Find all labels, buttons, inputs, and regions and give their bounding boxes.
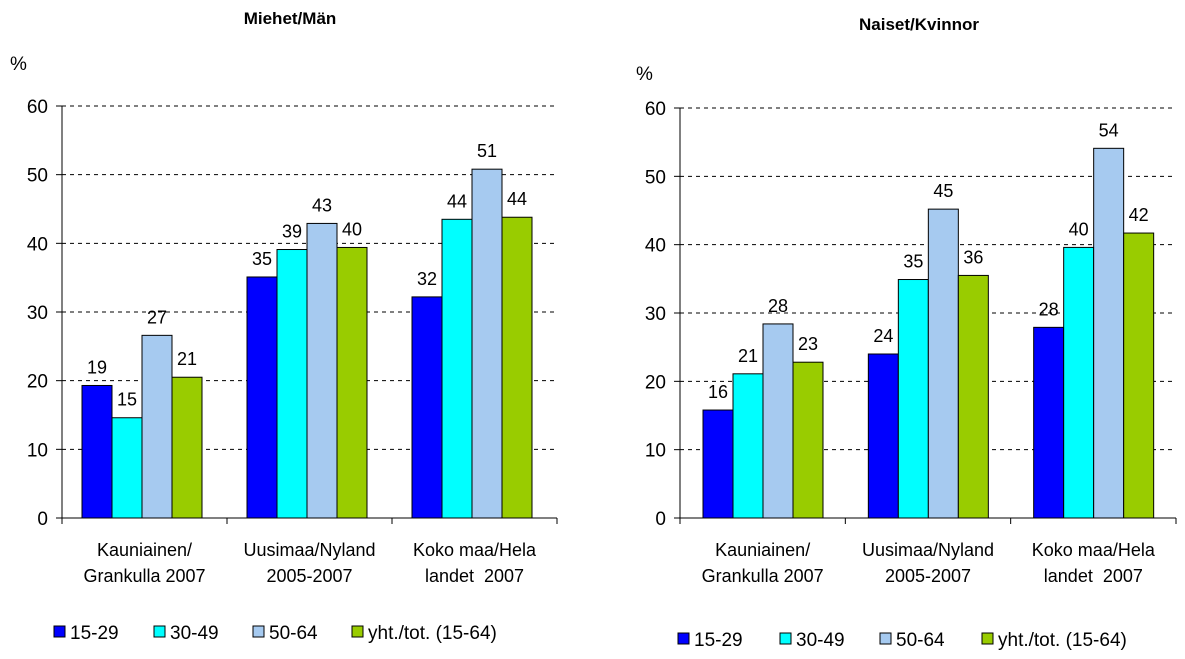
legend-label: 30-49	[170, 623, 219, 644]
legend-swatch	[252, 625, 265, 638]
data-label: 32	[417, 269, 437, 289]
y-tick-label: 60	[645, 99, 666, 120]
y-tick-label: 20	[27, 372, 48, 393]
y-tick-label: 40	[27, 234, 48, 255]
y-axis-label: %	[636, 64, 653, 85]
y-tick-label: 50	[27, 166, 48, 187]
data-label: 44	[447, 191, 467, 211]
legend-swatch	[351, 625, 364, 638]
x-category-label: Koko maa/Hela	[413, 540, 537, 560]
bar-15-29	[81, 384, 113, 519]
data-label: 21	[177, 349, 197, 369]
legend-swatch	[53, 625, 66, 638]
y-tick-label: 30	[27, 303, 48, 324]
y-axis-label: %	[10, 54, 27, 75]
bar-50-64	[762, 323, 794, 519]
data-label: 40	[342, 219, 362, 239]
bar-yht-tot-15-64-	[1123, 232, 1155, 519]
bar-30-49	[276, 249, 308, 519]
x-category-label: Grankulla 2007	[83, 566, 205, 586]
legend-label: yht./tot. (15-64)	[368, 623, 497, 644]
chart-men: Miehet/Män% 0 10 20 30 40 50 60 19 35 32 15 39 44 27 43…	[0, 0, 580, 659]
y-tick-label: 60	[27, 97, 48, 118]
x-category-label: landet 2007	[1044, 566, 1143, 586]
y-tick-label: 10	[645, 441, 666, 462]
bar-15-29	[867, 353, 899, 519]
bar-30-49	[441, 218, 473, 519]
bar-50-64	[141, 334, 173, 519]
legend-label: yht./tot. (15-64)	[998, 630, 1127, 651]
legend-swatch	[677, 632, 690, 645]
bar-30-49	[897, 279, 929, 519]
y-tick-label: 50	[645, 167, 666, 188]
legend-swatch	[153, 625, 166, 638]
data-label: 19	[87, 357, 107, 377]
x-category-label: Grankulla 2007	[702, 566, 824, 586]
legend-label: 50-64	[896, 630, 945, 651]
x-category-label: 2005-2007	[266, 566, 352, 586]
chart-title: Naiset/Kvinnor	[859, 15, 979, 34]
data-label: 35	[252, 249, 272, 269]
bar-yht-tot-15-64-	[957, 274, 989, 519]
data-label: 15	[117, 390, 137, 410]
bar-yht-tot-15-64-	[171, 376, 203, 519]
data-label: 42	[1129, 205, 1149, 225]
x-category-label: Koko maa/Hela	[1032, 540, 1156, 560]
legend-swatch	[779, 632, 792, 645]
bar-15-29	[411, 296, 443, 519]
legend-swatch	[879, 632, 892, 645]
y-tick-label: 30	[645, 304, 666, 325]
bar-yht-tot-15-64-	[336, 246, 368, 519]
data-label: 44	[507, 189, 527, 209]
bar-30-49	[1063, 246, 1095, 519]
data-label: 28	[1039, 299, 1059, 319]
data-label: 36	[963, 247, 983, 267]
data-label: 40	[1069, 219, 1089, 239]
x-category-label: landet 2007	[425, 566, 524, 586]
bar-15-29	[702, 409, 734, 519]
x-category-label: Uusimaa/Nyland	[243, 540, 375, 560]
data-label: 28	[768, 296, 788, 316]
bar-50-64	[1093, 147, 1125, 519]
data-label: 23	[798, 334, 818, 354]
data-label: 51	[477, 141, 497, 161]
y-tick-label: 10	[27, 440, 48, 461]
data-label: 43	[312, 195, 332, 215]
bar-yht-tot-15-64-	[501, 216, 533, 519]
bar-50-64	[471, 168, 503, 519]
bar-15-29	[1033, 326, 1065, 519]
data-label: 39	[282, 222, 302, 242]
x-category-label: Kauniainen/	[715, 540, 810, 560]
bar-30-49	[111, 417, 143, 519]
data-label: 21	[738, 346, 758, 366]
legend-label: 50-64	[269, 623, 318, 644]
chart-women: Naiset/Kvinnor% 0 10 20 30 40 50 60 16 24 28 21 35 40…	[600, 0, 1185, 659]
x-category-label: 2005-2007	[885, 566, 971, 586]
data-label: 35	[903, 252, 923, 272]
bar-yht-tot-15-64-	[792, 361, 824, 519]
data-label: 16	[708, 382, 728, 402]
y-tick-label: 20	[645, 372, 666, 393]
chart-title: Miehet/Män	[244, 9, 337, 28]
y-tick-label: 0	[655, 509, 666, 530]
legend-swatch	[981, 632, 994, 645]
data-label: 24	[873, 326, 893, 346]
legend-label: 15-29	[70, 623, 119, 644]
bar-30-49	[732, 373, 764, 519]
bar-50-64	[306, 222, 338, 519]
bar-50-64	[927, 208, 959, 519]
chart-men-svg: Miehet/Män% 0 10 20 30 40 50 60 19 35 32 15 39 44 27 43…	[10, 9, 558, 644]
y-tick-label: 0	[37, 509, 48, 530]
x-category-label: Uusimaa/Nyland	[862, 540, 994, 560]
data-label: 54	[1099, 120, 1119, 140]
data-label: 45	[933, 181, 953, 201]
x-category-label: Kauniainen/	[97, 540, 192, 560]
data-label: 27	[147, 307, 167, 327]
legend-label: 30-49	[796, 630, 845, 651]
y-tick-label: 40	[645, 236, 666, 257]
chart-women-svg: Naiset/Kvinnor% 0 10 20 30 40 50 60 16 24 28 21 35 40…	[636, 15, 1177, 651]
bar-15-29	[246, 276, 278, 519]
legend-label: 15-29	[694, 630, 743, 651]
